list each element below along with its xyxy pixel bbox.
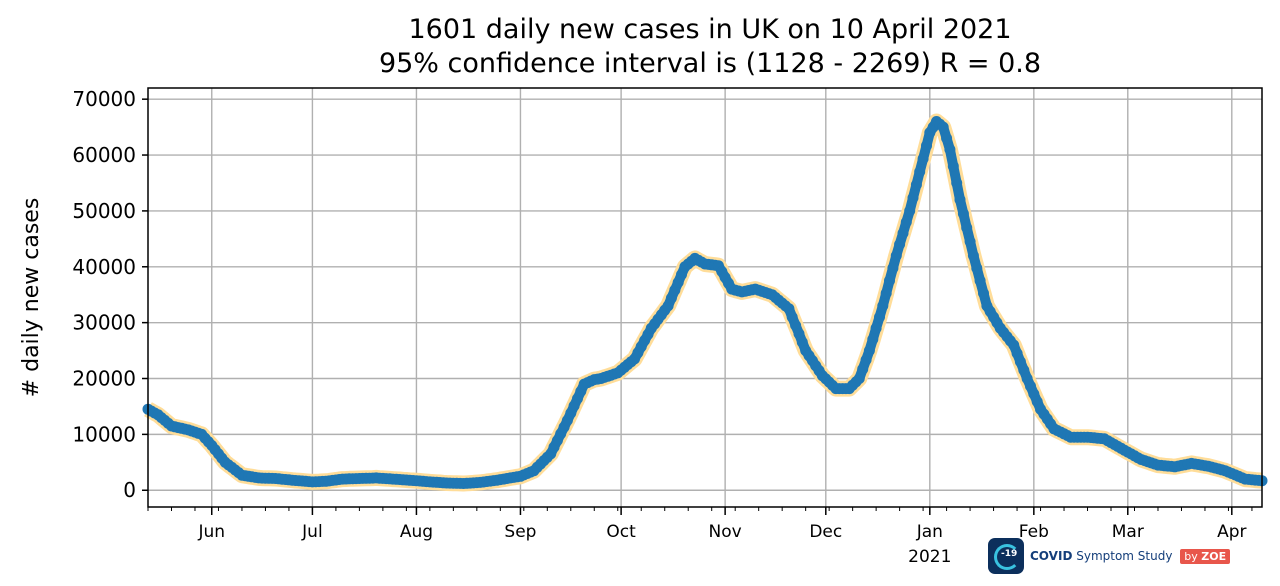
data-point (967, 250, 979, 262)
data-point (957, 208, 969, 220)
covid-logo-icon: -19 (988, 538, 1024, 574)
y-tick-label: 0 (123, 478, 136, 502)
data-point (790, 319, 802, 331)
data-point (1018, 364, 1030, 376)
confidence-band (143, 113, 1267, 492)
x-tick-label: Jul (301, 522, 323, 542)
y-tick-label: 40000 (72, 255, 136, 279)
y-tick-label: 70000 (72, 87, 136, 111)
chart-subtitle: 95% confidence interval is (1128 - 2269)… (378, 48, 1042, 79)
chart-title: 1601 daily new cases in UK on 10 April 2… (408, 14, 1012, 45)
y-tick-label: 60000 (72, 143, 136, 167)
y-tick-label: 50000 (72, 199, 136, 223)
data-point (961, 222, 973, 234)
data-point (944, 144, 956, 155)
data-point (853, 373, 865, 384)
data-point (884, 275, 895, 287)
data-point (900, 216, 912, 228)
x-tick-label: Nov (709, 522, 742, 542)
data-point (1011, 347, 1023, 359)
data-point (917, 153, 929, 165)
x-tick-label: Mar (1112, 522, 1144, 542)
data-point (971, 262, 983, 274)
data-point (894, 238, 906, 250)
data-point (1014, 356, 1026, 368)
x-tick-label: Dec (809, 522, 842, 542)
data-point (857, 363, 869, 375)
x-tick-label: Jan (916, 522, 943, 542)
data-point (880, 287, 892, 299)
data-point (890, 250, 902, 262)
data-point (874, 311, 885, 323)
data-point (897, 227, 909, 239)
data-point (877, 300, 889, 312)
data-point (867, 333, 879, 345)
data-point (860, 354, 872, 366)
data-point (910, 179, 922, 191)
data-point (904, 205, 916, 217)
data-point (937, 121, 949, 133)
data-point (870, 322, 882, 334)
covid-symptom-study-logo: -19 COVID Symptom Study by ZOE (988, 537, 1238, 575)
data-point (954, 194, 966, 206)
data-point (887, 262, 899, 274)
x-tick-label: Sep (504, 522, 536, 542)
data-point (941, 132, 953, 144)
y-tick-label: 10000 (72, 422, 136, 446)
data-line (145, 116, 1264, 489)
x-tick-label: Apr (1217, 522, 1246, 542)
data-point (947, 160, 959, 172)
x-tick-label: Feb (1019, 522, 1049, 542)
data-point (1008, 339, 1020, 351)
plot-frame (147, 87, 1263, 508)
data-point (786, 311, 798, 323)
data-point (964, 236, 976, 248)
y-axis-label: # daily new cases (19, 198, 44, 398)
y-tick-label: 20000 (72, 367, 136, 391)
data-point (907, 192, 919, 204)
x-year-label: 2021 (908, 547, 951, 567)
data-point (796, 336, 808, 348)
data-point (978, 287, 989, 299)
data-point (793, 328, 805, 340)
x-tick-label: Jun (197, 522, 225, 542)
x-tick-label: Aug (400, 522, 433, 542)
data-point (951, 177, 963, 189)
data-point (914, 166, 926, 178)
data-point (783, 303, 795, 315)
data-point (863, 345, 875, 357)
data-point (921, 140, 932, 152)
x-tick-label: Oct (606, 522, 636, 542)
data-point (974, 275, 986, 287)
logo-text: COVID Symptom Study by ZOE (1030, 549, 1231, 564)
y-tick-label: 30000 (72, 311, 136, 335)
